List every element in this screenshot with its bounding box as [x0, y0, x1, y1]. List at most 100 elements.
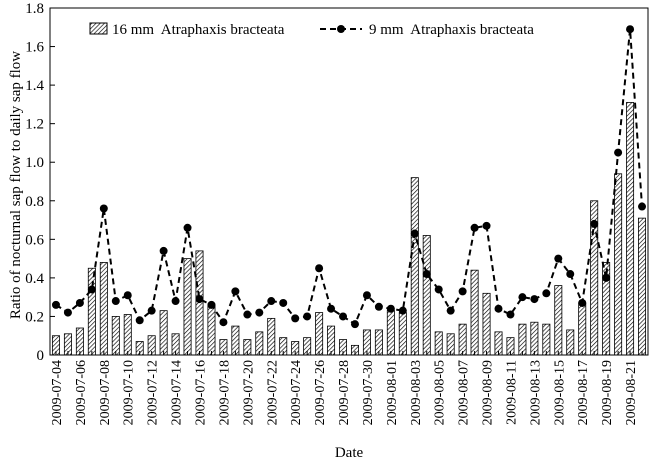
- line-point: [327, 304, 336, 313]
- line-point: [147, 306, 156, 315]
- y-tick-label: 0.4: [25, 271, 44, 287]
- line-point: [159, 246, 168, 255]
- x-tick-label: 2009-07-06: [74, 360, 89, 425]
- line-point: [362, 291, 371, 300]
- line-point: [530, 295, 539, 304]
- line-point: [75, 298, 84, 307]
- line-point: [99, 204, 108, 213]
- line-point: [171, 297, 180, 306]
- line-point: [542, 289, 551, 298]
- x-tick-label: 2009-07-04: [50, 360, 65, 425]
- line-point: [578, 298, 587, 307]
- line-point: [614, 148, 623, 157]
- x-tick-label: 2009-07-12: [146, 360, 161, 425]
- line-point: [434, 285, 443, 294]
- x-tick-label: 2009-07-26: [313, 360, 328, 425]
- x-tick-label: 2009-08-09: [481, 360, 496, 425]
- line-point: [626, 25, 635, 34]
- line-point: [374, 302, 383, 311]
- legend-line-label: 9 mm Atraphaxis bracteata: [369, 22, 534, 38]
- plot-frame: [49, 7, 649, 356]
- bar: [231, 325, 240, 356]
- x-tick-label: 2009-08-07: [457, 360, 472, 425]
- x-tick-label: 2009-08-13: [528, 360, 543, 425]
- bar: [75, 327, 84, 356]
- x-axis-ticks: 2009-07-04 2009-07-06 2009-07-08 2009-07-10…: [50, 351, 643, 425]
- y-tick-label: 0: [37, 348, 45, 364]
- bar: [398, 312, 407, 356]
- bar: [159, 310, 168, 356]
- line-point: [135, 316, 144, 325]
- x-tick-label: 2009-07-16: [194, 360, 209, 425]
- legend: 16 mm Atraphaxis bracteata 9 mm Atraphax…: [89, 22, 534, 38]
- line-point: [590, 219, 599, 228]
- bar: [183, 258, 192, 356]
- line-point: [207, 300, 216, 309]
- y-tick-label: 1.8: [25, 1, 44, 17]
- y-tick-label: 1.6: [25, 40, 44, 56]
- line-point: [183, 223, 192, 232]
- line-point: [231, 287, 240, 296]
- bar: [458, 323, 467, 356]
- bar: [614, 173, 623, 356]
- y-axis-ticks: 0 0.2 0.4 0.6 0.8 1.0 1.2 1.4 1.6 1.8: [25, 1, 55, 364]
- line-point: [63, 308, 72, 317]
- line-point: [279, 298, 288, 307]
- line-point: [291, 314, 300, 323]
- x-tick-label: 2009-07-22: [265, 360, 280, 425]
- line-point: [494, 304, 503, 313]
- x-tick-label: 2009-08-01: [385, 360, 400, 425]
- x-tick-label: 2009-08-19: [600, 360, 615, 425]
- legend-line-marker: [337, 25, 345, 33]
- line-point: [410, 229, 419, 238]
- x-tick-label: 2009-08-15: [552, 360, 567, 425]
- x-tick-label: 2009-07-20: [241, 360, 256, 425]
- line-point: [638, 202, 647, 211]
- line-point: [602, 273, 611, 282]
- line-point: [123, 291, 132, 300]
- y-tick-label: 1.4: [25, 78, 44, 94]
- line-series: [51, 25, 647, 329]
- x-tick-label: 2009-08-03: [409, 360, 424, 425]
- x-tick-label: 2009-07-28: [337, 360, 352, 425]
- bar: [327, 325, 336, 356]
- y-tick-label: 1.0: [25, 155, 44, 171]
- x-axis-label: Date: [335, 445, 364, 459]
- line-point: [87, 285, 96, 294]
- bar: [111, 316, 120, 356]
- line-point: [111, 297, 120, 306]
- line-point: [243, 310, 252, 319]
- x-tick-label: 2009-07-08: [98, 360, 113, 425]
- legend-bar-swatch: [89, 22, 108, 35]
- bar: [482, 292, 491, 356]
- line-point: [339, 312, 348, 321]
- bar: [518, 323, 527, 356]
- bar: [267, 317, 276, 356]
- bar: [470, 269, 479, 356]
- line-point: [506, 310, 515, 319]
- x-tick-label: 2009-08-17: [576, 360, 591, 425]
- line-point: [267, 297, 276, 306]
- line-point: [315, 264, 324, 273]
- axes: [49, 7, 649, 356]
- bar: [123, 314, 132, 356]
- bar: [530, 321, 539, 356]
- bar: [578, 302, 587, 356]
- legend-bar-label: 16 mm Atraphaxis bracteata: [112, 22, 285, 38]
- line-point: [255, 308, 264, 317]
- bar: [542, 323, 551, 356]
- line-point: [422, 270, 431, 279]
- line-point: [350, 320, 359, 329]
- bar: [99, 262, 108, 356]
- x-tick-label: 2009-07-10: [122, 360, 137, 425]
- bar: [410, 177, 419, 356]
- bar: [207, 304, 216, 356]
- bar: [422, 235, 431, 356]
- x-tick-label: 2009-07-30: [361, 360, 376, 425]
- line-point: [446, 306, 455, 315]
- line-point: [518, 293, 527, 302]
- bar: [386, 310, 395, 356]
- x-tick-label: 2009-08-05: [433, 360, 448, 425]
- y-axis-label: Ratio of nocturnal sap flow to daily sap…: [8, 51, 24, 319]
